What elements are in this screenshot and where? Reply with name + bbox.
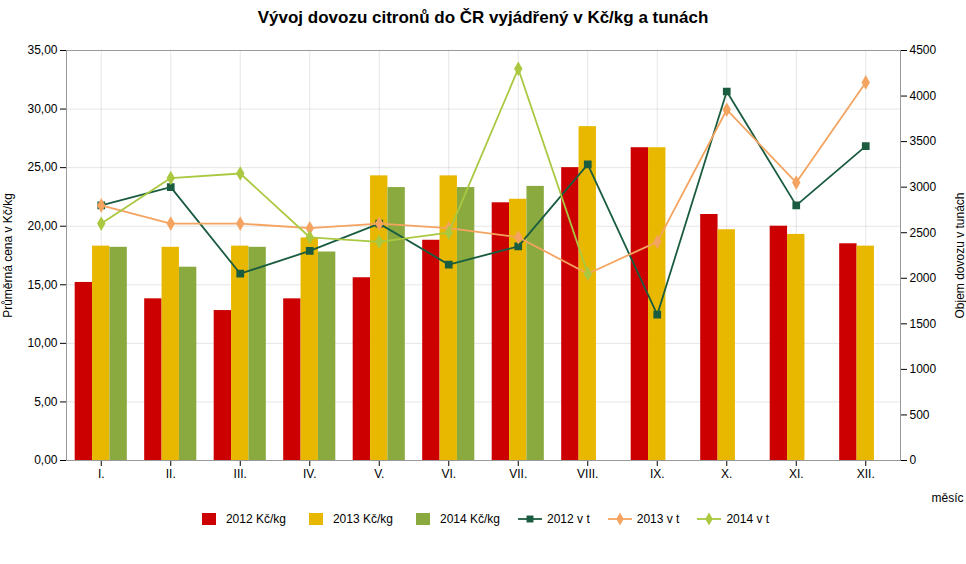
html-text:Vývoj dovozu citronů do ČR vyj: Vývoj dovozu citronů do ČR vyjádřený v K… [257, 8, 709, 27]
svg-text:V.: V. [374, 467, 384, 481]
svg-text:25,00: 25,00 [27, 160, 57, 174]
html-text:2013 Kč/kg: 2013 Kč/kg [332, 512, 393, 526]
svg-text:5,00: 5,00 [34, 395, 58, 409]
svg-text:30,00: 30,00 [27, 102, 57, 116]
html-text:2014 v t: 2014 v t [726, 512, 770, 526]
svg-text:Průměrná cena v Kč/kg: Průměrná cena v Kč/kg [1, 193, 15, 318]
html-text:2014 Kč/kg: 2014 Kč/kg [440, 512, 500, 526]
svg-text:2000: 2000 [910, 271, 937, 285]
svg-text:IX.: IX. [650, 467, 665, 481]
svg-text:15,00: 15,00 [27, 278, 57, 292]
svg-text:3500: 3500 [910, 134, 937, 148]
svg-text:4000: 4000 [910, 89, 937, 103]
svg-text:2500: 2500 [910, 226, 937, 240]
svg-text:20,00: 20,00 [27, 219, 57, 233]
svg-text:XI.: XI. [789, 467, 804, 481]
svg-text:II.: II. [166, 467, 176, 481]
svg-text:XII.: XII. [857, 467, 875, 481]
svg-text:I.: I. [98, 467, 105, 481]
svg-text:3000: 3000 [910, 180, 937, 194]
svg-text:0,00: 0,00 [34, 453, 58, 467]
svg-text:IV.: IV. [303, 467, 317, 481]
svg-text:1000: 1000 [910, 362, 937, 376]
svg-text:VIII.: VIII. [577, 467, 598, 481]
svg-text:500: 500 [910, 408, 930, 422]
svg-text:Objem dovozu v tunách: Objem dovozu v tunách [953, 192, 966, 318]
svg-text:III.: III. [234, 467, 247, 481]
svg-text:1500: 1500 [910, 317, 937, 331]
html-text:2012 v t: 2012 v t [547, 512, 590, 526]
svg-text:VII.: VII. [509, 467, 527, 481]
svg-text:X.: X. [721, 467, 732, 481]
svg-text:měsíc: měsíc [931, 491, 963, 505]
svg-text:VI.: VI. [441, 467, 456, 481]
svg-text:0: 0 [910, 453, 917, 467]
html-text:2013 v t: 2013 v t [636, 512, 680, 526]
html-text:2012 Kč/kg: 2012 Kč/kg [225, 512, 286, 526]
svg-text:10,00: 10,00 [27, 336, 57, 350]
svg-text:35,00: 35,00 [27, 43, 57, 57]
svg-text:4500: 4500 [910, 43, 937, 57]
